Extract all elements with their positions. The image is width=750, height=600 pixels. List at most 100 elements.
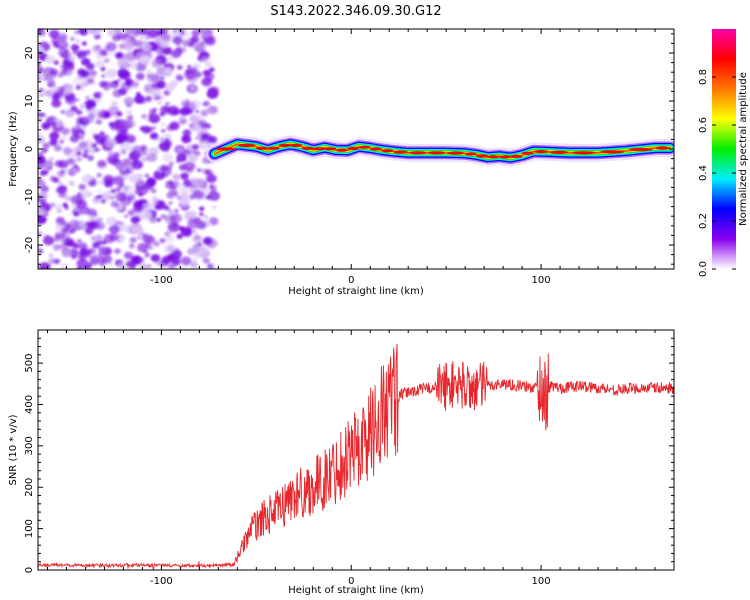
noise-blob xyxy=(55,188,62,194)
noise-blob xyxy=(190,261,199,269)
noise-blob xyxy=(83,101,89,105)
noise-blob xyxy=(69,55,76,62)
noise-blob xyxy=(182,129,192,137)
noise-blob xyxy=(92,82,97,86)
noise-blob xyxy=(49,131,60,141)
noise-blob xyxy=(102,111,111,119)
noise-blob xyxy=(108,224,120,234)
noise-blob xyxy=(147,29,159,39)
noise-blob xyxy=(163,205,170,211)
noise-blob xyxy=(49,68,59,76)
noise-blob xyxy=(78,222,86,229)
noise-blob xyxy=(131,224,142,234)
noise-blob xyxy=(100,240,107,245)
noise-blob xyxy=(73,211,79,217)
ridge-hotspot xyxy=(301,146,314,150)
noise-blob xyxy=(126,37,132,41)
noise-blob xyxy=(48,258,56,265)
noise-blob xyxy=(145,69,153,76)
noise-blob xyxy=(73,164,78,168)
noise-blob xyxy=(185,99,190,103)
ridge-hotspot xyxy=(510,154,523,158)
noise-blob xyxy=(113,80,119,85)
noise-blob xyxy=(201,77,213,87)
noise-blob xyxy=(64,205,69,210)
noise-blob xyxy=(81,41,87,46)
noise-blob xyxy=(126,193,136,202)
snr-xlabel: Height of straight line (km) xyxy=(288,585,424,596)
noise-blob xyxy=(85,207,90,211)
noise-blob xyxy=(105,68,117,79)
noise-blob xyxy=(204,61,213,69)
ridge-hotspot xyxy=(335,148,348,152)
noise-blob xyxy=(41,147,48,153)
signal-ridge xyxy=(205,135,674,167)
noise-blob xyxy=(42,142,51,149)
noise-blob xyxy=(61,127,70,135)
noise-blob xyxy=(51,85,60,92)
ridge-hotspot xyxy=(655,146,670,150)
noise-blob xyxy=(97,159,107,168)
noise-blob xyxy=(57,92,64,99)
noise-blob xyxy=(205,194,212,200)
noise-blob xyxy=(175,74,184,82)
noise-blob xyxy=(159,39,169,48)
y-tick-label: 200 xyxy=(24,478,35,497)
noise-blob xyxy=(79,248,91,259)
noise-blob xyxy=(204,169,212,176)
ridge-hotspot xyxy=(393,150,408,154)
noise-blob xyxy=(59,243,67,250)
noise-blob xyxy=(206,174,217,184)
noise-blob xyxy=(106,216,118,226)
noise-blob xyxy=(171,213,183,224)
noise-blob xyxy=(65,95,77,105)
ridge-hotspot xyxy=(499,155,511,159)
noise-blob xyxy=(142,202,154,212)
noise-blob xyxy=(151,126,156,130)
noise-blob xyxy=(167,222,180,233)
noise-blob xyxy=(39,170,47,176)
noise-blob xyxy=(159,111,165,117)
ridge-hotspot xyxy=(628,147,653,152)
noise-blob xyxy=(146,264,152,269)
noise-blob xyxy=(140,210,152,221)
ridge-hotspot xyxy=(290,143,303,147)
noise-blob xyxy=(38,136,45,144)
noise-blob xyxy=(84,227,94,235)
noise-blob xyxy=(82,115,94,124)
ridge-hotspot xyxy=(216,147,236,151)
colorbar-tick-label: 0.4 xyxy=(698,165,709,181)
noise-blob xyxy=(71,167,79,174)
noise-blob xyxy=(70,126,82,136)
noise-blob xyxy=(184,180,193,187)
noise-blob xyxy=(125,134,136,144)
noise-blob xyxy=(137,192,144,197)
noise-blob xyxy=(190,86,196,91)
noise-blob xyxy=(161,129,166,133)
noise-blob xyxy=(40,41,47,47)
snr-series-line xyxy=(38,344,674,570)
noise-blob xyxy=(94,234,103,242)
noise-blob xyxy=(76,50,87,59)
noise-blob xyxy=(145,35,151,40)
noise-blob xyxy=(38,29,42,34)
noise-blob xyxy=(139,263,148,269)
ridge-hotspot xyxy=(476,154,489,158)
noise-blob xyxy=(192,257,197,262)
noise-blob xyxy=(114,187,122,193)
noise-blob xyxy=(166,124,175,132)
colorbar-tick-label: 0.2 xyxy=(698,213,709,229)
noise-blob xyxy=(72,76,84,86)
x-tick-label: 100 xyxy=(532,576,551,587)
noise-blob xyxy=(199,206,205,211)
snr-ticks: -100 0 100 0 100 200 300 400 500 xyxy=(24,330,675,587)
noise-blob xyxy=(51,121,57,127)
noise-blob xyxy=(73,29,81,35)
noise-blob xyxy=(119,70,131,80)
snr-ylabel: SNR (10 * v/v) xyxy=(8,414,19,485)
noise-blob xyxy=(95,135,106,145)
noise-blob xyxy=(152,210,157,214)
noise-blob xyxy=(141,125,151,134)
noise-blob xyxy=(176,65,183,70)
noise-blob xyxy=(139,55,151,65)
